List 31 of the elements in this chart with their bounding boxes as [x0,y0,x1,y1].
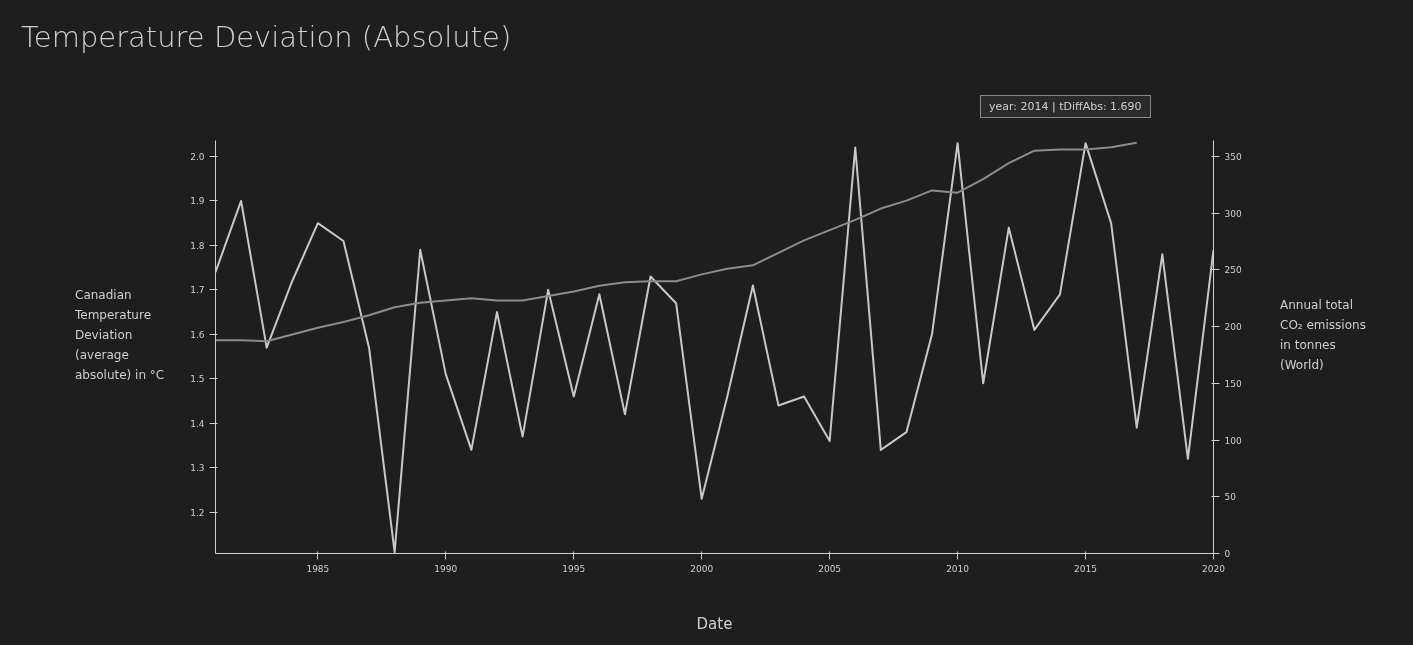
y-tick-label: 1.3 [190,463,205,474]
y2-tick-label: 50 [1224,492,1237,503]
x-tick-label: 2000 [690,563,714,574]
y2-tick-label: 100 [1224,435,1242,446]
text: year: 2014 | tDiffAbs: 1.690 [980,95,1151,119]
x-tick-label: 2015 [1074,563,1098,574]
x-tick-label: 1995 [562,563,586,574]
y2-tick-label: 300 [1224,208,1242,219]
y-tick-label: 1.5 [190,374,205,385]
y-tick-label: 1.9 [190,196,205,207]
y2-tick-label: 350 [1224,151,1242,162]
y-tick-label: 1.4 [190,418,205,429]
x-tick-label: 2005 [818,563,842,574]
x-tick-label: 1990 [434,563,458,574]
y-tick-label: 1.6 [190,329,205,340]
y-tick-label: 2.0 [190,152,205,162]
chart-title: Temperature Deviation (Absolute) [21,19,513,56]
y-tick-label: 1.2 [190,507,205,518]
y2-axis-title: Annual total CO₂ emissions in tonnes (World) [1280,297,1367,374]
line-series [215,141,1138,343]
x-tick-label: 1985 [306,563,330,574]
x-axis-title: Date [696,614,733,633]
y-axis-title: Canadian Temperature Deviation (average absolute) in °C [75,287,166,384]
y2-tick-label: 0 [1224,549,1231,559]
y-tick-label: 1.8 [190,240,205,251]
y2-tick-label: 150 [1224,378,1242,389]
y2-tick-label: 200 [1224,322,1242,333]
y-tick-label: 1.7 [190,285,205,296]
x-tick-label: 2010 [946,563,970,574]
y2-tick-label: 250 [1224,265,1242,276]
x-tick-label: 2020 [1202,563,1226,574]
